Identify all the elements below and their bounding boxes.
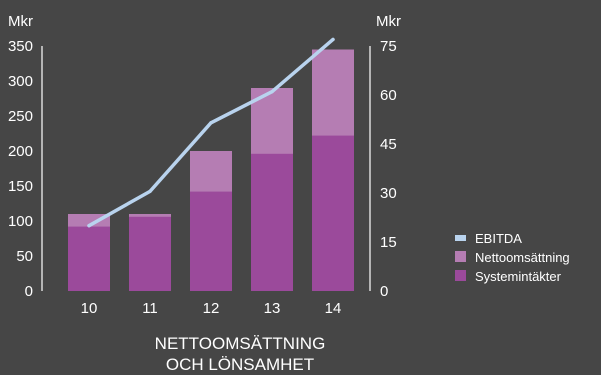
legend-label: Systemintäkter	[475, 269, 562, 284]
x-tick-label: 13	[264, 300, 281, 317]
right-tick-label: 60	[380, 87, 397, 104]
ebitda-point	[270, 90, 274, 94]
line-layer	[87, 37, 335, 228]
left-tick-label: 250	[8, 108, 33, 125]
bar-systemintakter	[251, 153, 293, 291]
right-tick-label: 15	[380, 234, 397, 251]
legend: EBITDA Nettoomsättning Systemintäkter	[455, 231, 570, 284]
legend-label: Nettoomsättning	[475, 250, 570, 265]
chart-title: NETTOOMSÄTTNING OCH LÖNSAMHET	[155, 334, 326, 374]
left-tick-label: 300	[8, 73, 33, 90]
ebitda-point	[87, 224, 91, 228]
bar-systemintakter	[68, 226, 110, 291]
bar-systemintakter	[312, 135, 354, 291]
left-tick-label: 350	[8, 38, 33, 55]
chart-title-line: NETTOOMSÄTTNING	[155, 334, 326, 353]
right-tick-label: 75	[380, 38, 397, 55]
x-tick-label: 10	[81, 300, 98, 317]
left-tick-label: 0	[25, 283, 33, 300]
right-tick-label: 30	[380, 185, 397, 202]
x-tick-label: 11	[142, 300, 158, 317]
right-tick-label: 45	[380, 136, 397, 153]
x-tick-label: 12	[203, 300, 220, 317]
left-tick-label: 150	[8, 178, 33, 195]
bars-layer	[68, 49, 354, 291]
bar-systemintakter	[190, 191, 232, 291]
left-tick-label: 50	[16, 248, 33, 265]
x-tick-label: 14	[325, 300, 342, 317]
bar-systemintakter	[129, 216, 171, 291]
left-tick-label: 200	[8, 143, 33, 160]
right-tick-label: 0	[380, 283, 388, 300]
left-axis-unit: Mkr	[8, 13, 33, 30]
legend-label: EBITDA	[475, 231, 522, 246]
ebitda-point	[209, 121, 213, 125]
legend-swatch-ebitda	[455, 235, 466, 241]
chart-title-line: OCH LÖNSAMHET	[166, 355, 314, 374]
right-axis-unit: Mkr	[376, 13, 401, 30]
legend-swatch	[455, 270, 466, 281]
labels-layer: Mkr Mkr 0 50 100 150 200 250 300 350 0 15 30 45 60 75 10…	[8, 13, 401, 317]
axes-layer	[41, 46, 371, 291]
ebitda-point	[331, 37, 335, 42]
ebitda-point	[148, 189, 152, 193]
left-tick-label: 100	[8, 213, 33, 230]
legend-swatch	[455, 251, 466, 262]
